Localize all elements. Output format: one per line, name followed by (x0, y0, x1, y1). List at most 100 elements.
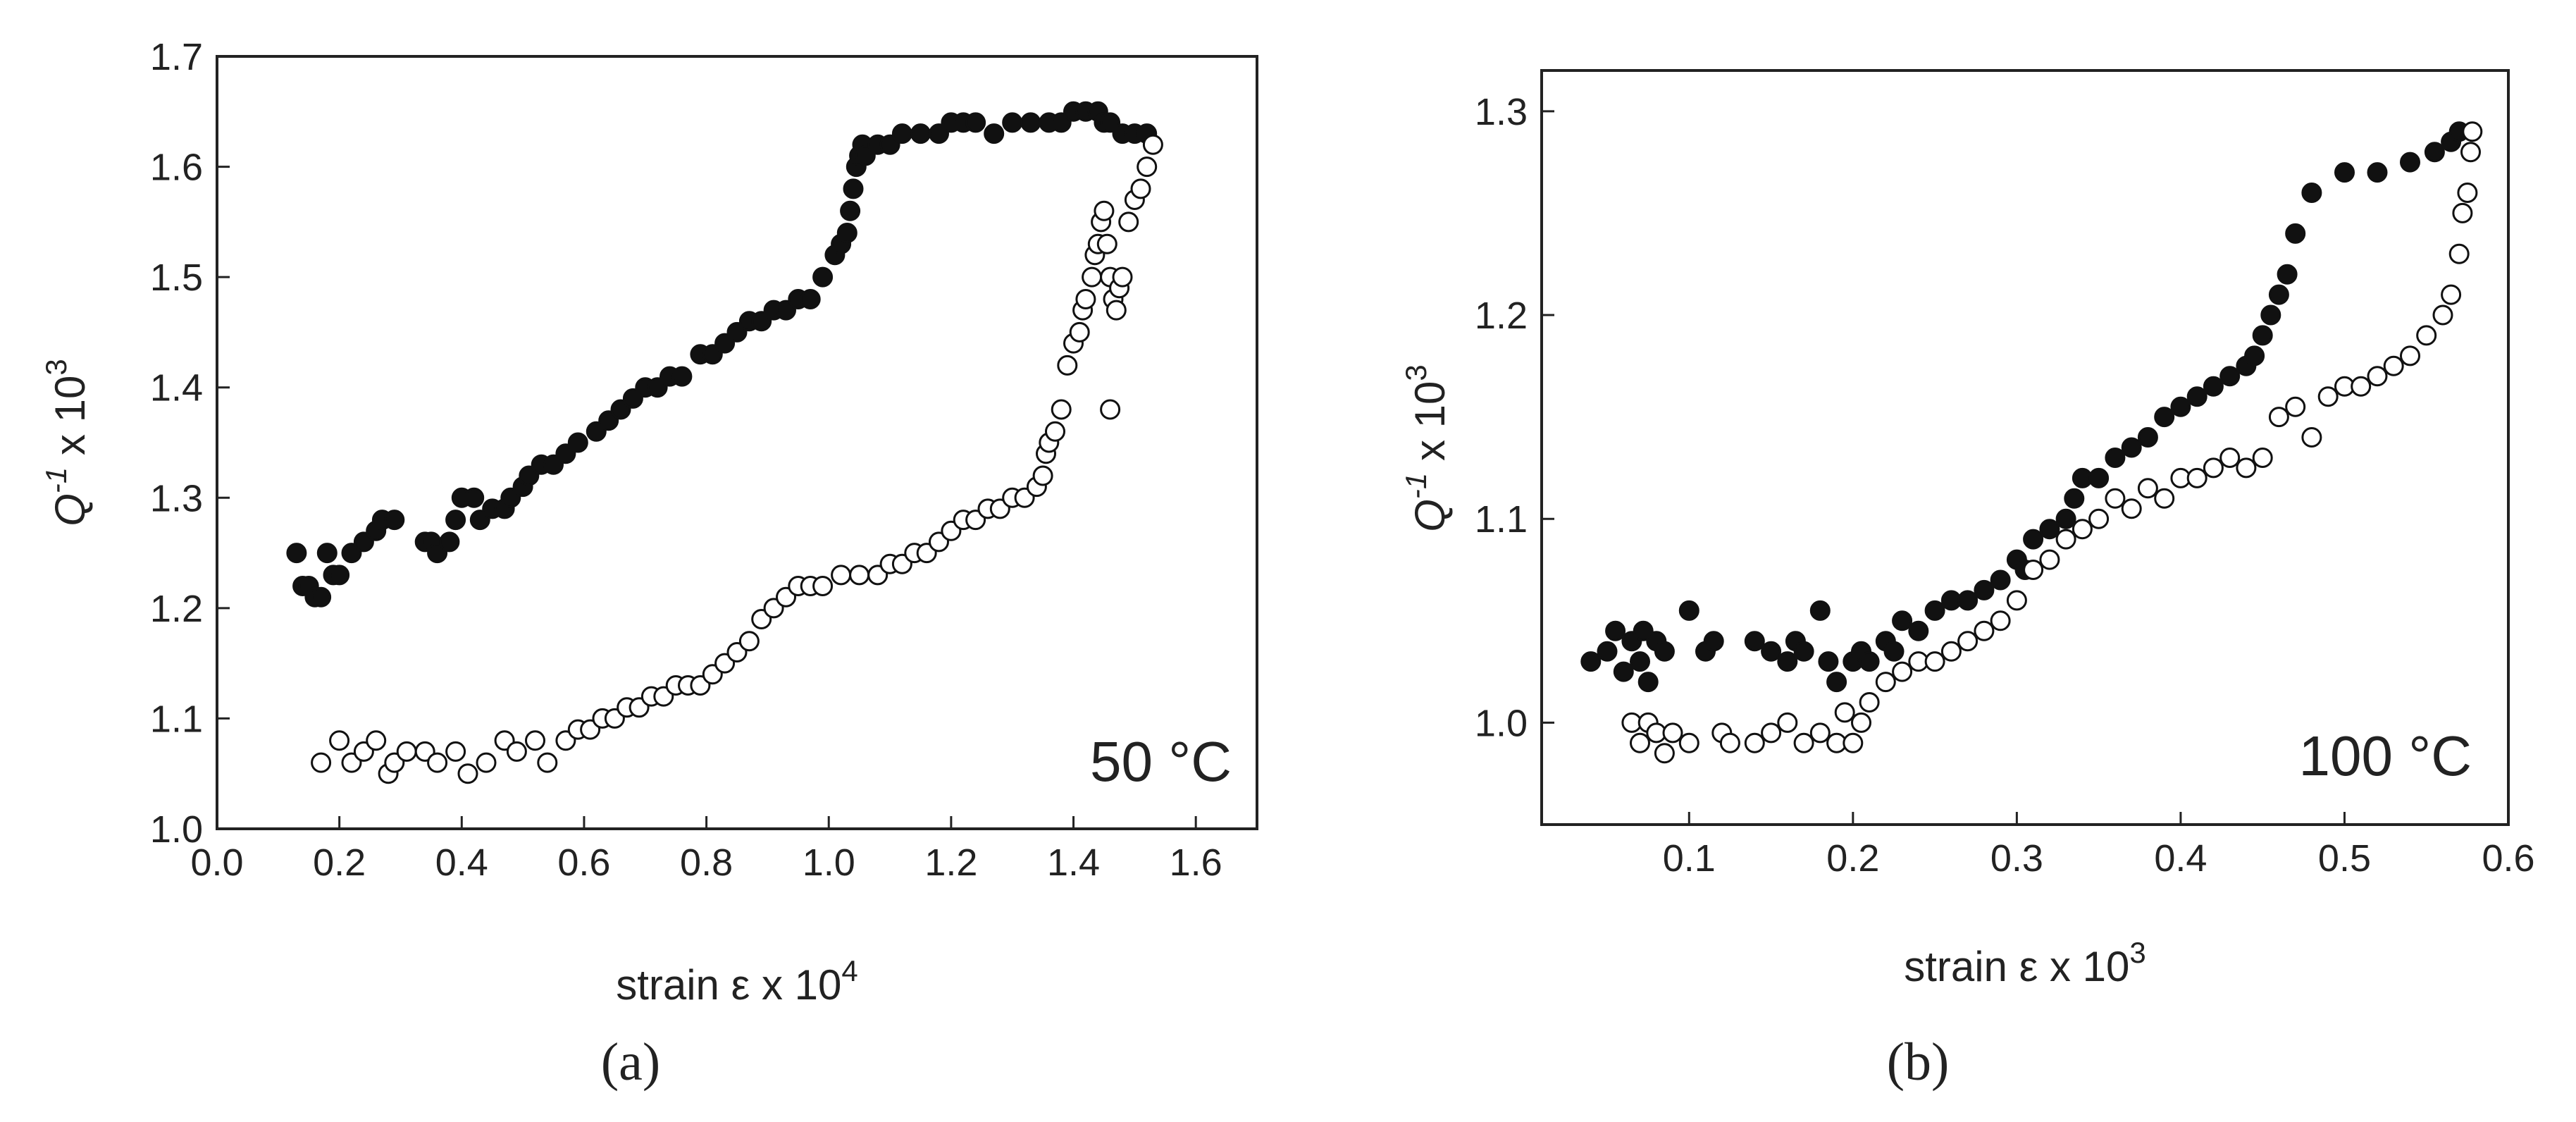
data-point-open (812, 576, 834, 596)
data-point-filled (1020, 112, 1041, 133)
x-tick-label: 0.1 (1663, 837, 1716, 880)
data-point-filled (439, 531, 460, 553)
data-points-b (1580, 121, 2483, 764)
data-point-filled (1605, 620, 1626, 641)
data-point-filled (1597, 641, 1618, 662)
data-point-open (2416, 325, 2437, 346)
data-point-open (366, 730, 387, 751)
x-axis-label-b: strain ε x 103 (1904, 936, 2146, 990)
data-point-open (1744, 732, 1765, 753)
data-point-open (1834, 702, 1855, 723)
x-tick-label: 0.4 (2154, 837, 2207, 880)
x-tick-label: 0.2 (313, 842, 366, 884)
y-tick-label: 1.2 (1475, 295, 1528, 337)
y-tick-label: 1.3 (1475, 91, 1528, 133)
y-tick-label: 1.0 (150, 808, 203, 851)
data-point-filled (2260, 304, 2281, 326)
data-point-open (1851, 712, 1871, 733)
data-point-filled (1703, 631, 1724, 652)
data-point-open (2383, 355, 2404, 376)
data-point-filled (1859, 651, 1880, 672)
annotation-b: 100 °C (2299, 725, 2472, 787)
panel-label-a: (a) (601, 1032, 660, 1092)
chart-panel-a: 0.0 0.2 0.4 0.6 0.8 1.0 1.2 1.4 1.6 1.0 1.1 1.2 1.3… (39, 36, 1258, 1092)
y-tick-label: 1.5 (150, 257, 203, 299)
data-point-open (849, 565, 870, 586)
data-point-open (738, 631, 760, 652)
data-point-filled (384, 510, 405, 531)
data-point-filled (464, 487, 485, 508)
data-point-open (1809, 722, 1831, 744)
data-point-filled (1630, 651, 1650, 672)
data-point-filled (1818, 651, 1839, 672)
y-axis-label-b: Q-1 x 103 (1399, 364, 1454, 531)
data-point-filled (2252, 325, 2273, 346)
data-point-open (2039, 549, 2060, 570)
data-point-open (1045, 421, 1065, 442)
x-tick-label: 0.8 (680, 842, 733, 884)
data-point-filled (1883, 641, 1905, 662)
data-point-open (1069, 321, 1090, 343)
data-point-open (2088, 508, 2110, 529)
x-tick-label: 1.2 (924, 842, 977, 884)
data-point-filled (1777, 651, 1798, 672)
data-point-open (2460, 142, 2481, 163)
data-point-filled (965, 112, 986, 133)
data-point-open (1662, 722, 1683, 744)
data-point-filled (2088, 467, 2110, 488)
data-point-open (525, 730, 545, 751)
data-point-filled (1580, 651, 1602, 672)
x-tick-label: 1.6 (1170, 842, 1222, 884)
data-point-open (1112, 266, 1133, 288)
y-ticks-b: 1.0 1.1 1.2 1.3 (1475, 91, 1554, 744)
data-point-open (2154, 488, 2175, 509)
data-point-open (2452, 202, 2473, 223)
y-axis-label-a: Q-1 x 103 (39, 359, 94, 526)
data-point-filled (2219, 366, 2241, 387)
data-point-open (1057, 355, 1078, 376)
data-point-open (2268, 407, 2289, 428)
data-point-open (1051, 399, 1072, 420)
data-points-a (286, 101, 1163, 784)
x-ticks-b: 0.1 0.2 0.3 0.4 0.5 0.6 (1663, 812, 2535, 880)
data-point-open (2006, 590, 2027, 611)
panel-label-b: (b) (1887, 1032, 1950, 1092)
data-point-filled (1908, 620, 1929, 641)
data-point-open (2203, 457, 2224, 479)
annotation-a: 50 °C (1090, 730, 1232, 793)
data-point-filled (1793, 641, 1814, 662)
y-tick-label: 1.1 (1475, 498, 1528, 541)
data-point-filled (1744, 631, 1765, 652)
data-point-open (2219, 448, 2241, 468)
data-point-open (1130, 178, 1151, 199)
data-point-open (2432, 304, 2453, 326)
data-point-filled (2170, 396, 2191, 417)
data-point-filled (1761, 641, 1782, 662)
data-point-filled (311, 586, 332, 608)
data-point-open (1974, 620, 1995, 641)
data-point-filled (286, 543, 307, 564)
data-point-filled (1809, 600, 1831, 621)
x-tick-label: 0.6 (557, 842, 610, 884)
data-point-open (311, 752, 332, 773)
data-point-filled (2137, 427, 2158, 448)
data-point-filled (1974, 579, 1995, 600)
y-tick-label: 1.2 (150, 588, 203, 630)
data-point-open (2448, 243, 2470, 264)
data-point-open (2457, 183, 2478, 203)
data-point-filled (2367, 162, 2388, 183)
y-tick-label: 1.6 (150, 147, 203, 189)
data-point-open (1075, 289, 1096, 309)
x-tick-label: 0.4 (435, 842, 488, 884)
data-point-open (2400, 345, 2420, 366)
x-tick-label: 1.0 (803, 842, 855, 884)
x-tick-label: 0.0 (190, 842, 243, 884)
data-point-filled (2154, 407, 2175, 428)
data-point-open (427, 752, 448, 773)
data-point-filled (2244, 345, 2265, 366)
x-tick-label: 0.6 (2482, 837, 2534, 880)
data-point-filled (800, 289, 821, 309)
data-point-open (2137, 478, 2158, 499)
data-point-filled (567, 432, 588, 453)
